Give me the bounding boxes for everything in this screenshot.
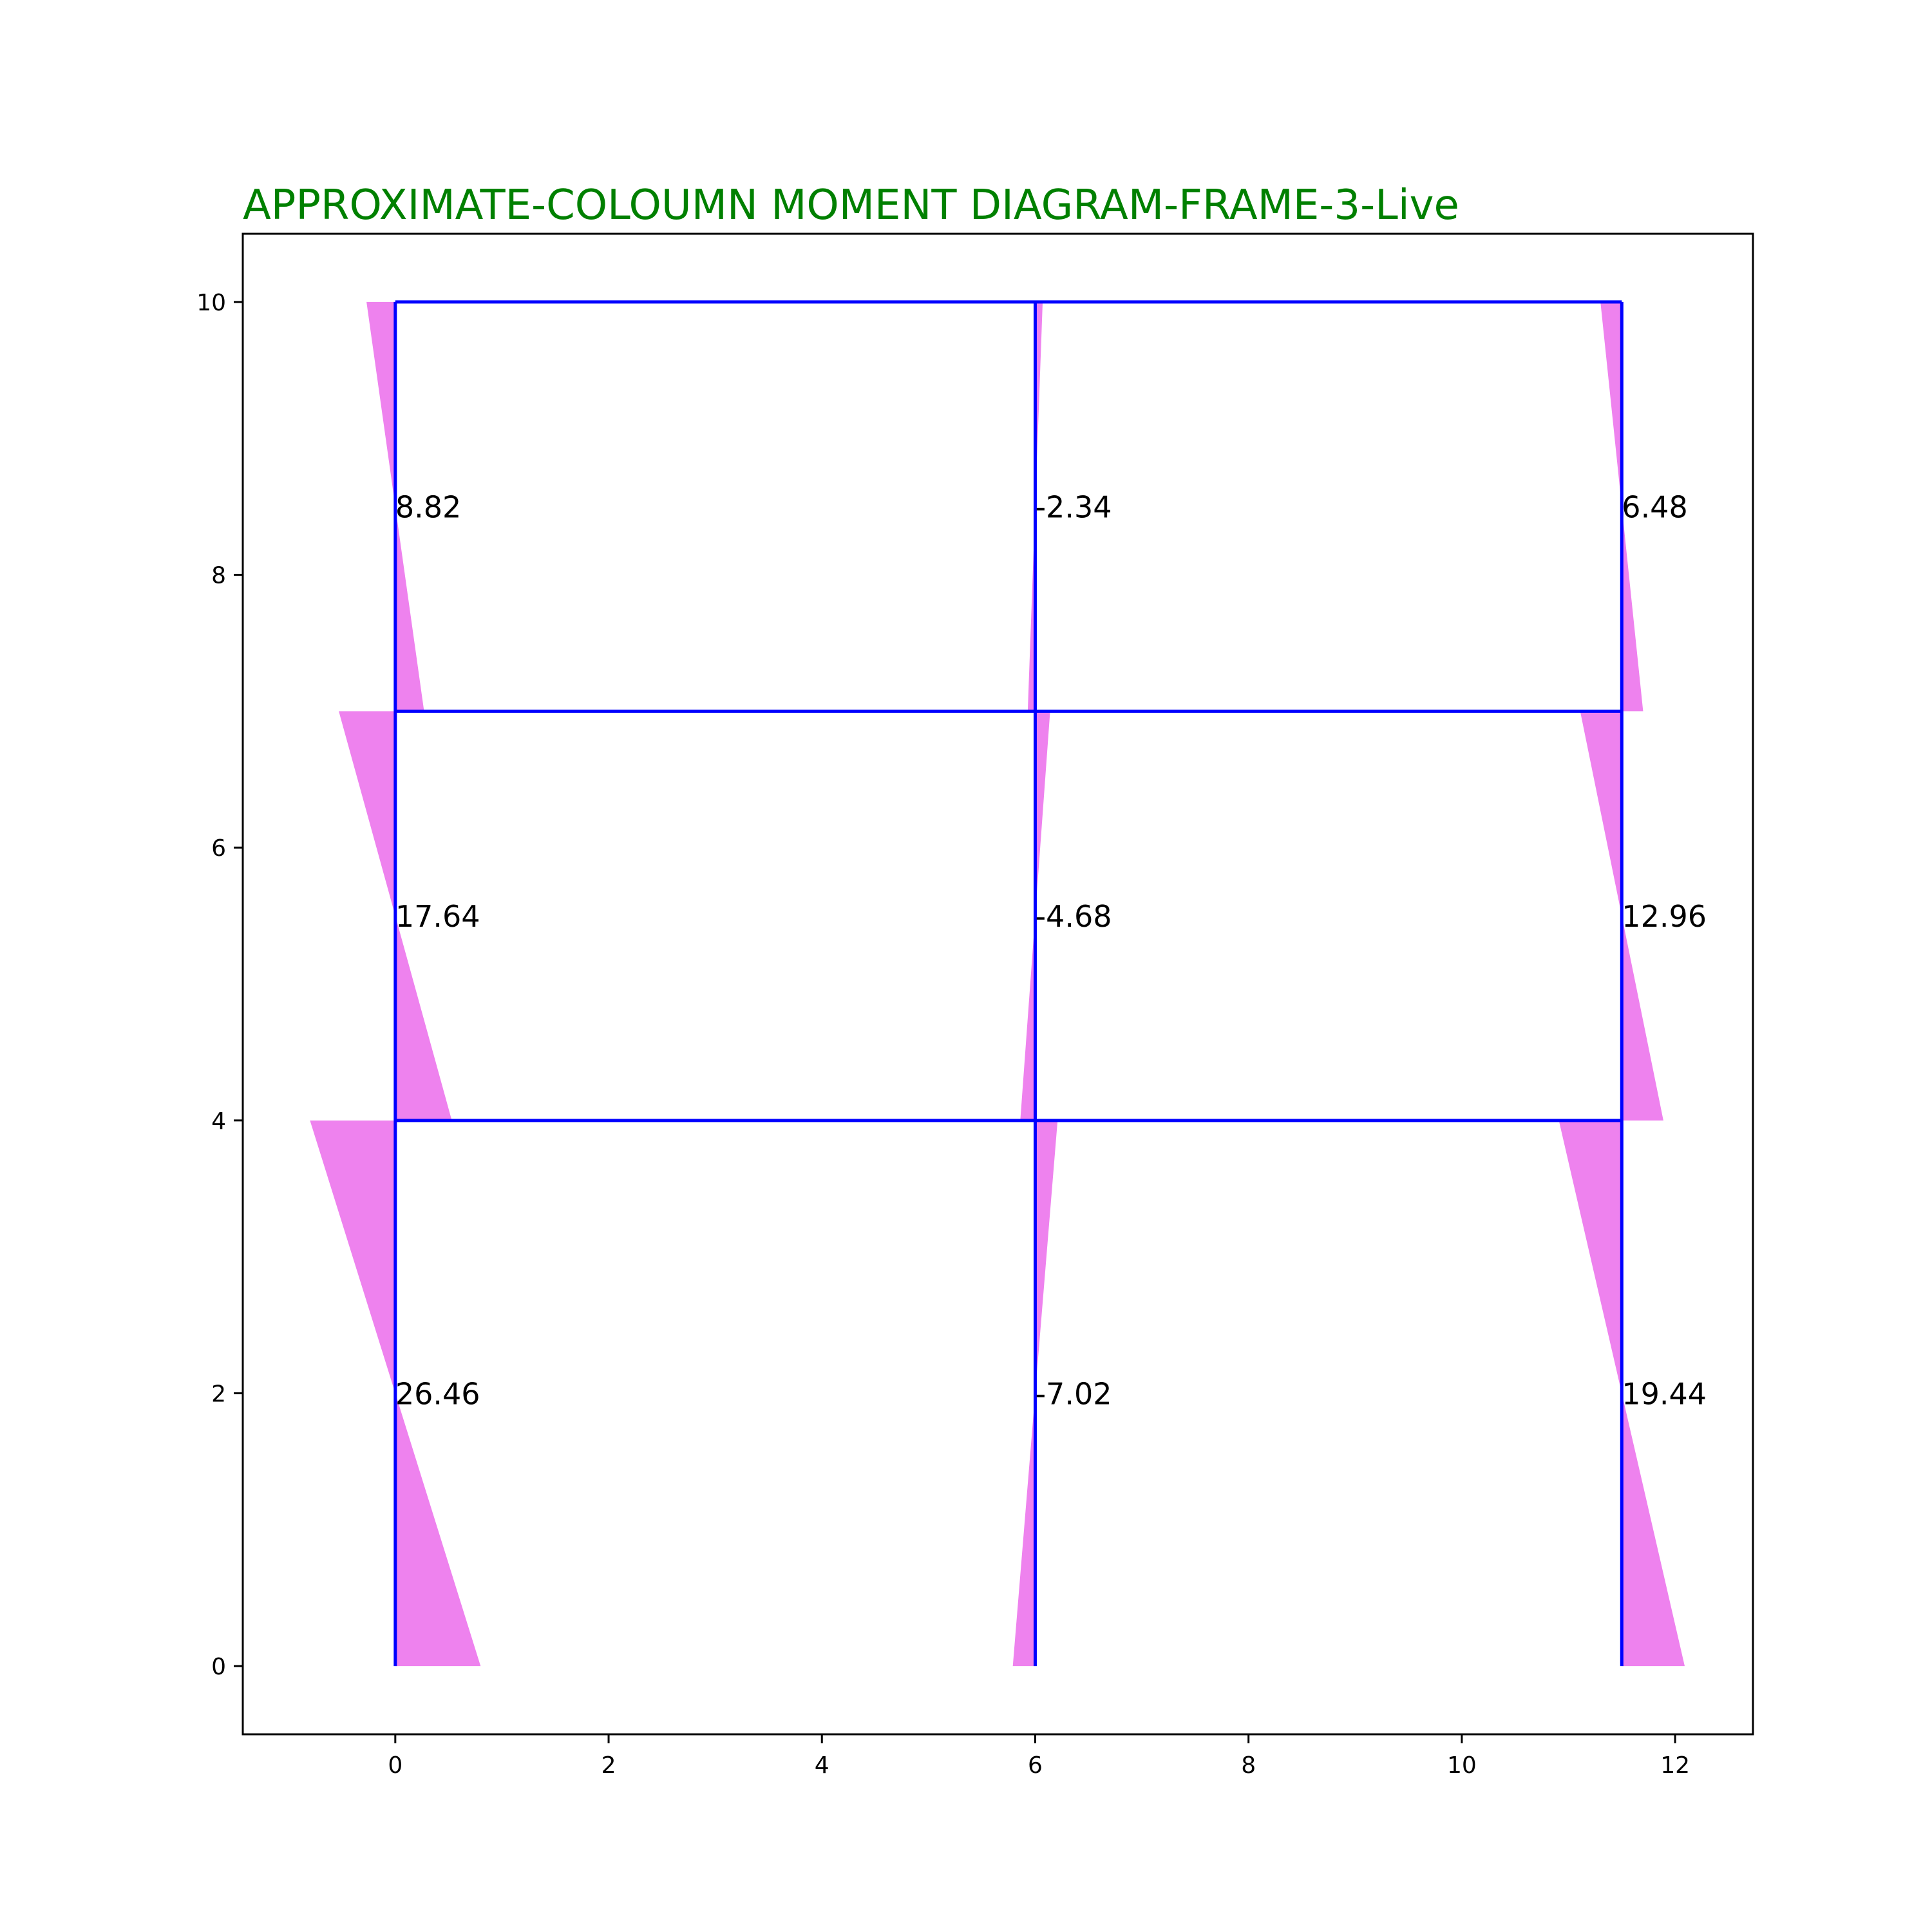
x-tick-label: 0 — [388, 1752, 402, 1779]
frame-members-layer — [393, 300, 1624, 1667]
x-tick-label: 10 — [1447, 1752, 1477, 1779]
y-tick-label: 10 — [196, 290, 226, 316]
moment-value-label: -7.02 — [1035, 1376, 1112, 1411]
y-tick-label: 2 — [211, 1381, 226, 1407]
moment-fill-4 — [1012, 1120, 1058, 1667]
y-tick-label: 8 — [211, 563, 226, 589]
moment-value-label: 26.46 — [395, 1376, 480, 1411]
moment-fill-9 — [1600, 301, 1643, 712]
x-tick-label: 12 — [1660, 1752, 1690, 1779]
axes-box — [242, 232, 1754, 1736]
moment-value-label: 19.44 — [1622, 1376, 1707, 1411]
moment-value-label: 8.82 — [395, 490, 461, 525]
moment-value-label: -4.68 — [1035, 899, 1112, 934]
moment-fill-6 — [1027, 301, 1043, 712]
moment-value-label: 12.96 — [1622, 899, 1707, 934]
y-tick-label: 0 — [211, 1654, 226, 1680]
moment-fill-5 — [1020, 711, 1050, 1121]
moment-value-label: 17.64 — [395, 899, 480, 934]
y-tick-label: 4 — [211, 1108, 226, 1135]
chart-title: APPROXIMATE-COLOUMN MOMENT DIAGRAM-FRAME… — [243, 182, 1459, 229]
moment-value-label: 6.48 — [1622, 490, 1687, 525]
x-tick-label: 6 — [1028, 1752, 1043, 1779]
x-tick-label: 4 — [815, 1752, 829, 1779]
x-tick-label: 2 — [601, 1752, 616, 1779]
x-tick-label: 8 — [1241, 1752, 1256, 1779]
moment-value-label: -2.34 — [1035, 490, 1112, 525]
y-axis-ticks: 0 2 4 6 8 10 — [196, 290, 243, 1680]
y-tick-label: 6 — [211, 835, 226, 862]
x-axis-ticks: 0 2 4 6 8 10 12 — [388, 1734, 1690, 1779]
moment-value-labels: 26.46 17.64 8.82 -7.02 -4.68 -2.34 19.44 12.96 6… — [395, 490, 1707, 1412]
